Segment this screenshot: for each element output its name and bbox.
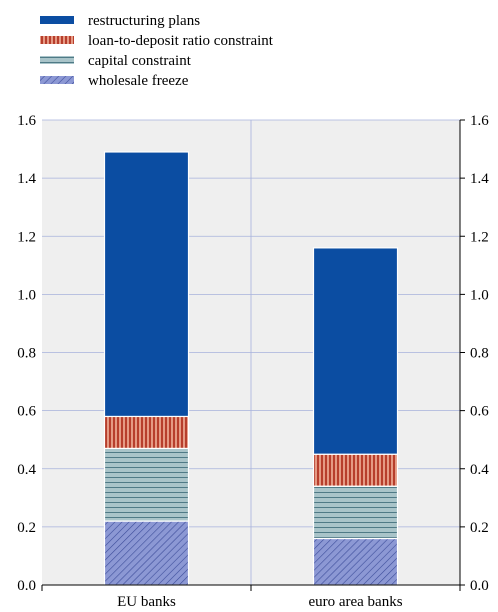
legend-swatch-loan-to-deposit-ratio-constraint: [40, 36, 74, 44]
bar-segment-wholesale-freeze-eu-banks: [103, 520, 190, 586]
legend-swatch-restructuring-plans: [40, 16, 74, 24]
y-tick-label-right: 1.2: [470, 229, 489, 245]
legend-swatch-wholesale-freeze: [40, 76, 74, 84]
y-tick-label-right: 1.4: [470, 171, 489, 187]
bar-segment-loan-to-deposit-ratio-constraint-eu-banks: [103, 415, 190, 450]
legend-label-wholesale-freeze: wholesale freeze: [88, 73, 189, 89]
y-tick-label-right: 0.2: [470, 520, 489, 536]
legend-swatch-capital-constraint: [40, 56, 74, 64]
y-tick-label-right: 0.8: [470, 346, 489, 362]
y-tick-label-left: 1.2: [17, 229, 36, 245]
legend-label-loan-to-deposit-ratio-constraint: loan-to-deposit ratio constraint: [88, 33, 274, 49]
y-tick-label-left: 0.6: [17, 404, 36, 420]
x-tick-label: EU banks: [117, 594, 176, 610]
y-tick-label-left: 0.8: [17, 346, 36, 362]
y-tick-label-left: 0.4: [17, 462, 36, 478]
y-tick-label-left: 1.4: [17, 171, 36, 187]
legend: restructuring plans loan-to-deposit ratio…: [40, 13, 274, 89]
y-tick-label-left: 0.0: [17, 578, 36, 594]
y-tick-label-right: 1.0: [470, 287, 489, 303]
y-tick-label-left: 1.0: [17, 287, 36, 303]
bars: [103, 151, 399, 586]
y-tick-label-left: 1.6: [17, 113, 36, 129]
x-tick-label: euro area banks: [308, 594, 402, 610]
bar-segment-wholesale-freeze-euro-area-banks: [312, 537, 399, 586]
bar-segment-capital-constraint-euro-area-banks: [312, 485, 399, 540]
legend-label-capital-constraint: capital constraint: [88, 53, 192, 69]
legend-label-restructuring-plans: restructuring plans: [88, 13, 200, 29]
bar-segment-restructuring-plans-euro-area-banks: [312, 247, 399, 455]
y-tick-label-right: 1.6: [470, 113, 489, 129]
bar-segment-capital-constraint-eu-banks: [103, 447, 190, 522]
y-tick-label-left: 0.2: [17, 520, 36, 536]
bar-segment-restructuring-plans-eu-banks: [103, 151, 190, 418]
y-tick-label-right: 0.0: [470, 578, 489, 594]
axes: [41, 119, 465, 591]
y-tick-label-right: 0.6: [470, 404, 489, 420]
axis-labels: 0.0 0.0 0.2 0.2 0.4 0.4 0.6 0.6 0.8 0.8 1.0 1.0 1.2 1…: [17, 113, 489, 610]
bar-segment-loan-to-deposit-ratio-constraint-euro-area-banks: [312, 453, 399, 487]
y-tick-label-right: 0.4: [470, 462, 489, 478]
